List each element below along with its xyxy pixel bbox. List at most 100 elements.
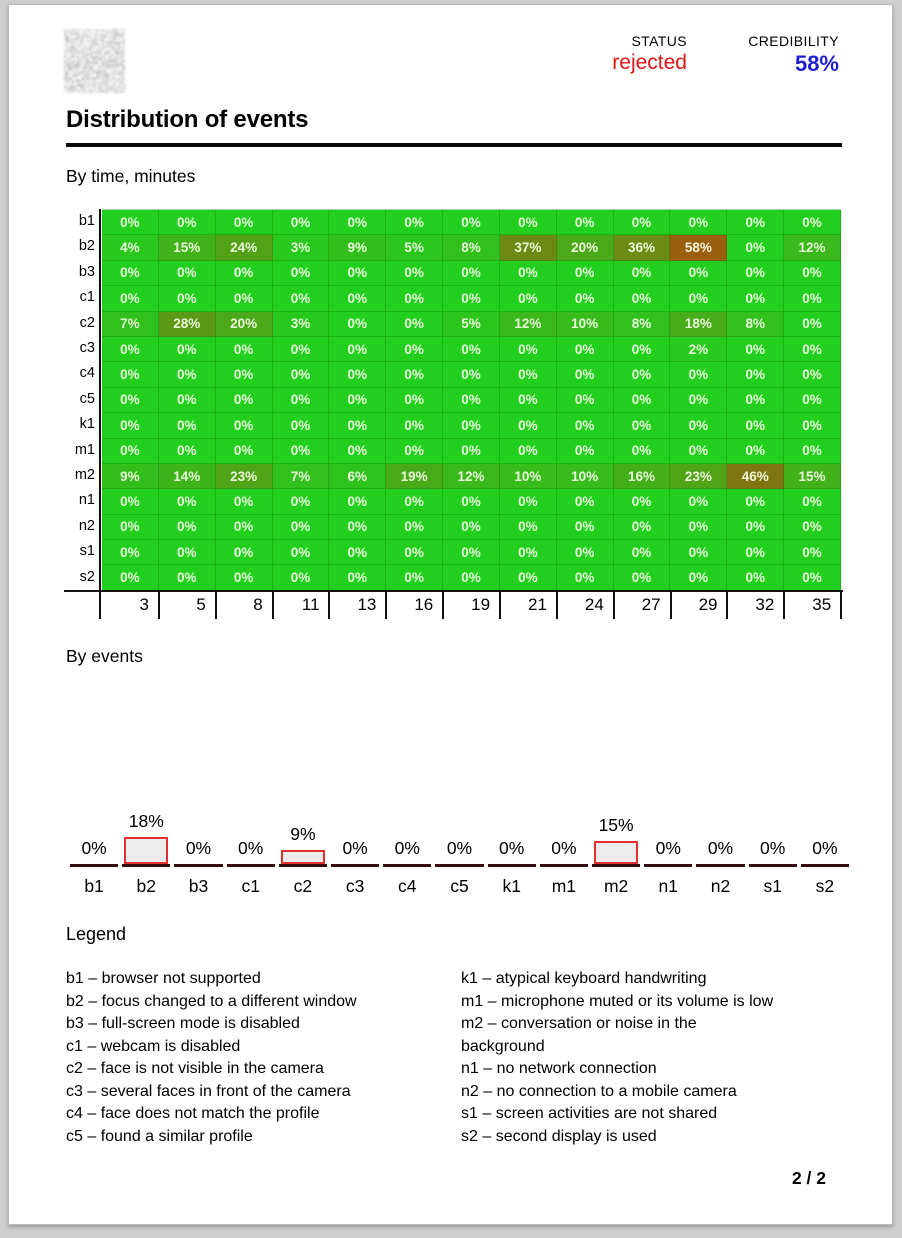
heatmap-cell: 0% <box>727 362 785 388</box>
heatmap-cell: 20% <box>556 235 614 261</box>
heatmap-cell: 0% <box>670 260 728 287</box>
heatmap-cell: 0% <box>727 336 785 363</box>
heatmap-cell: 5% <box>386 235 444 261</box>
heatmap-row-label: k1 <box>79 416 95 433</box>
heatmap-cell: 0% <box>443 210 500 236</box>
heatmap-cell: 0% <box>215 260 273 287</box>
legend-item: b3 – full-screen mode is disabled <box>66 1015 300 1032</box>
heatmap-cell: 0% <box>443 362 500 388</box>
heatmap-cell: 0% <box>329 336 387 363</box>
heatmap-tick-label: 19 <box>471 595 491 614</box>
bar-category-label: c3 <box>345 876 365 896</box>
heatmap-cell: 0% <box>329 210 387 236</box>
heatmap-cell: 0% <box>215 362 273 388</box>
heatmap-tick-label: 21 <box>528 595 547 614</box>
heatmap-row-label: c3 <box>79 340 95 356</box>
heatmap-cell: 0% <box>386 260 444 287</box>
heatmap-cell: 0% <box>386 565 444 591</box>
bar-category-label: s2 <box>815 876 835 896</box>
heatmap-cell: 0% <box>556 489 614 515</box>
bar-axis-segment <box>748 864 797 867</box>
heatmap-cell: 5% <box>443 311 500 337</box>
bar-category-label: k1 <box>502 876 521 896</box>
bar-axis-segment <box>696 864 745 867</box>
heatmap-cell: 0% <box>102 362 159 388</box>
bar-axis-segment <box>70 864 119 867</box>
heatmap-cell: 0% <box>215 387 273 414</box>
heatmap-cell: 0% <box>556 438 614 464</box>
bar-category-label: b3 <box>188 876 209 896</box>
heatmap-cell: 0% <box>443 565 500 591</box>
heatmap-row-label: b3 <box>78 263 95 280</box>
heatmap-cell: 0% <box>443 540 500 566</box>
heatmap-cell: 0% <box>613 540 671 566</box>
heatmap-cell: 0% <box>386 514 444 541</box>
legend-item: s2 – second display is used <box>461 1127 657 1145</box>
heatmap-cell: 8% <box>613 311 671 337</box>
bar-category-label: n1 <box>658 876 679 896</box>
heatmap-cell: 0% <box>784 438 841 464</box>
heatmap-cell: 16% <box>613 463 671 490</box>
bar-value-label: 15% <box>598 815 634 835</box>
status-value: rejected <box>612 51 687 74</box>
heatmap-tick-label: 24 <box>584 595 604 614</box>
heatmap-cell: 10% <box>556 311 614 337</box>
heatmap-cell: 36% <box>613 235 671 261</box>
heatmap-row-label: s2 <box>79 568 95 585</box>
legend-item: c5 – found a similar profile <box>66 1127 253 1145</box>
heatmap-cell: 0% <box>727 514 785 541</box>
heatmap-cell: 0% <box>329 387 387 414</box>
heatmap-cell: 0% <box>784 260 841 287</box>
heatmap-cell: 0% <box>272 387 330 414</box>
heatmap-cell: 0% <box>727 387 785 414</box>
heatmap-cell: 0% <box>499 387 557 414</box>
heatmap-tick-label: 29 <box>698 595 718 614</box>
heatmap-tick-label: 27 <box>641 595 661 614</box>
heatmap-cell: 0% <box>272 260 330 287</box>
heatmap-axis-tick <box>726 592 729 619</box>
heatmap-cell: 0% <box>386 413 444 439</box>
bar-category-label: c1 <box>241 876 260 896</box>
heatmap-cell: 0% <box>215 210 273 236</box>
heatmap-cell: 0% <box>102 438 159 464</box>
heatmap-cell: 0% <box>386 336 444 363</box>
heatmap-axis-tick <box>328 592 331 619</box>
heatmap-cell: 0% <box>329 362 387 388</box>
heatmap-cell: 0% <box>613 413 671 439</box>
page-number: 2 / 2 <box>791 1168 826 1188</box>
heatmap-axis-tick <box>214 592 217 619</box>
heatmap-cell: 0% <box>670 387 728 414</box>
heatmap-cell: 0% <box>158 438 216 464</box>
heatmap-cell: 0% <box>215 413 273 439</box>
heatmap-x-axis <box>64 590 843 592</box>
heatmap-cell: 15% <box>784 463 841 490</box>
legend-item: n2 – no connection to a mobile camera <box>461 1082 737 1100</box>
heatmap-axis-tick <box>271 592 274 619</box>
heatmap-cell: 0% <box>102 489 159 515</box>
heatmap-cell: 0% <box>386 540 444 566</box>
heatmap-cell: 8% <box>443 235 500 261</box>
status-label: STATUS <box>631 33 687 49</box>
heatmap-cell: 0% <box>215 514 273 541</box>
heatmap-tick-label: 32 <box>755 595 775 614</box>
heatmap-axis-tick <box>783 592 786 619</box>
heatmap-cell: 0% <box>670 362 728 388</box>
heatmap-cell: 0% <box>613 387 671 414</box>
heatmap-cell: 0% <box>499 260 557 287</box>
legend-item: b2 – focus changed to a different window <box>66 992 357 1010</box>
time-heatmap: 0% 0% 0% 0% 0% 0% 0% 0% 0% 0% 0% 0% 0% 4% 15% 24% 3% 9% 5%… <box>102 209 841 591</box>
heatmap-cell: 9% <box>102 463 159 490</box>
bar-axis-segment <box>487 864 536 867</box>
heatmap-cell: 0% <box>670 210 728 236</box>
heatmap-axis-tick <box>669 592 672 619</box>
heatmap-cell: 0% <box>727 540 785 566</box>
bar-category-label: b2 <box>136 876 157 896</box>
heatmap-cell: 0% <box>158 260 216 287</box>
page-title: Distribution of events <box>66 106 309 133</box>
bar-value-label: 0% <box>655 838 681 858</box>
heatmap-cell: 0% <box>556 540 614 566</box>
bar-axis-segment <box>539 864 588 867</box>
heatmap-cell: 19% <box>386 463 444 490</box>
bar-axis-segment <box>592 864 641 867</box>
heatmap-cell: 0% <box>158 286 216 312</box>
